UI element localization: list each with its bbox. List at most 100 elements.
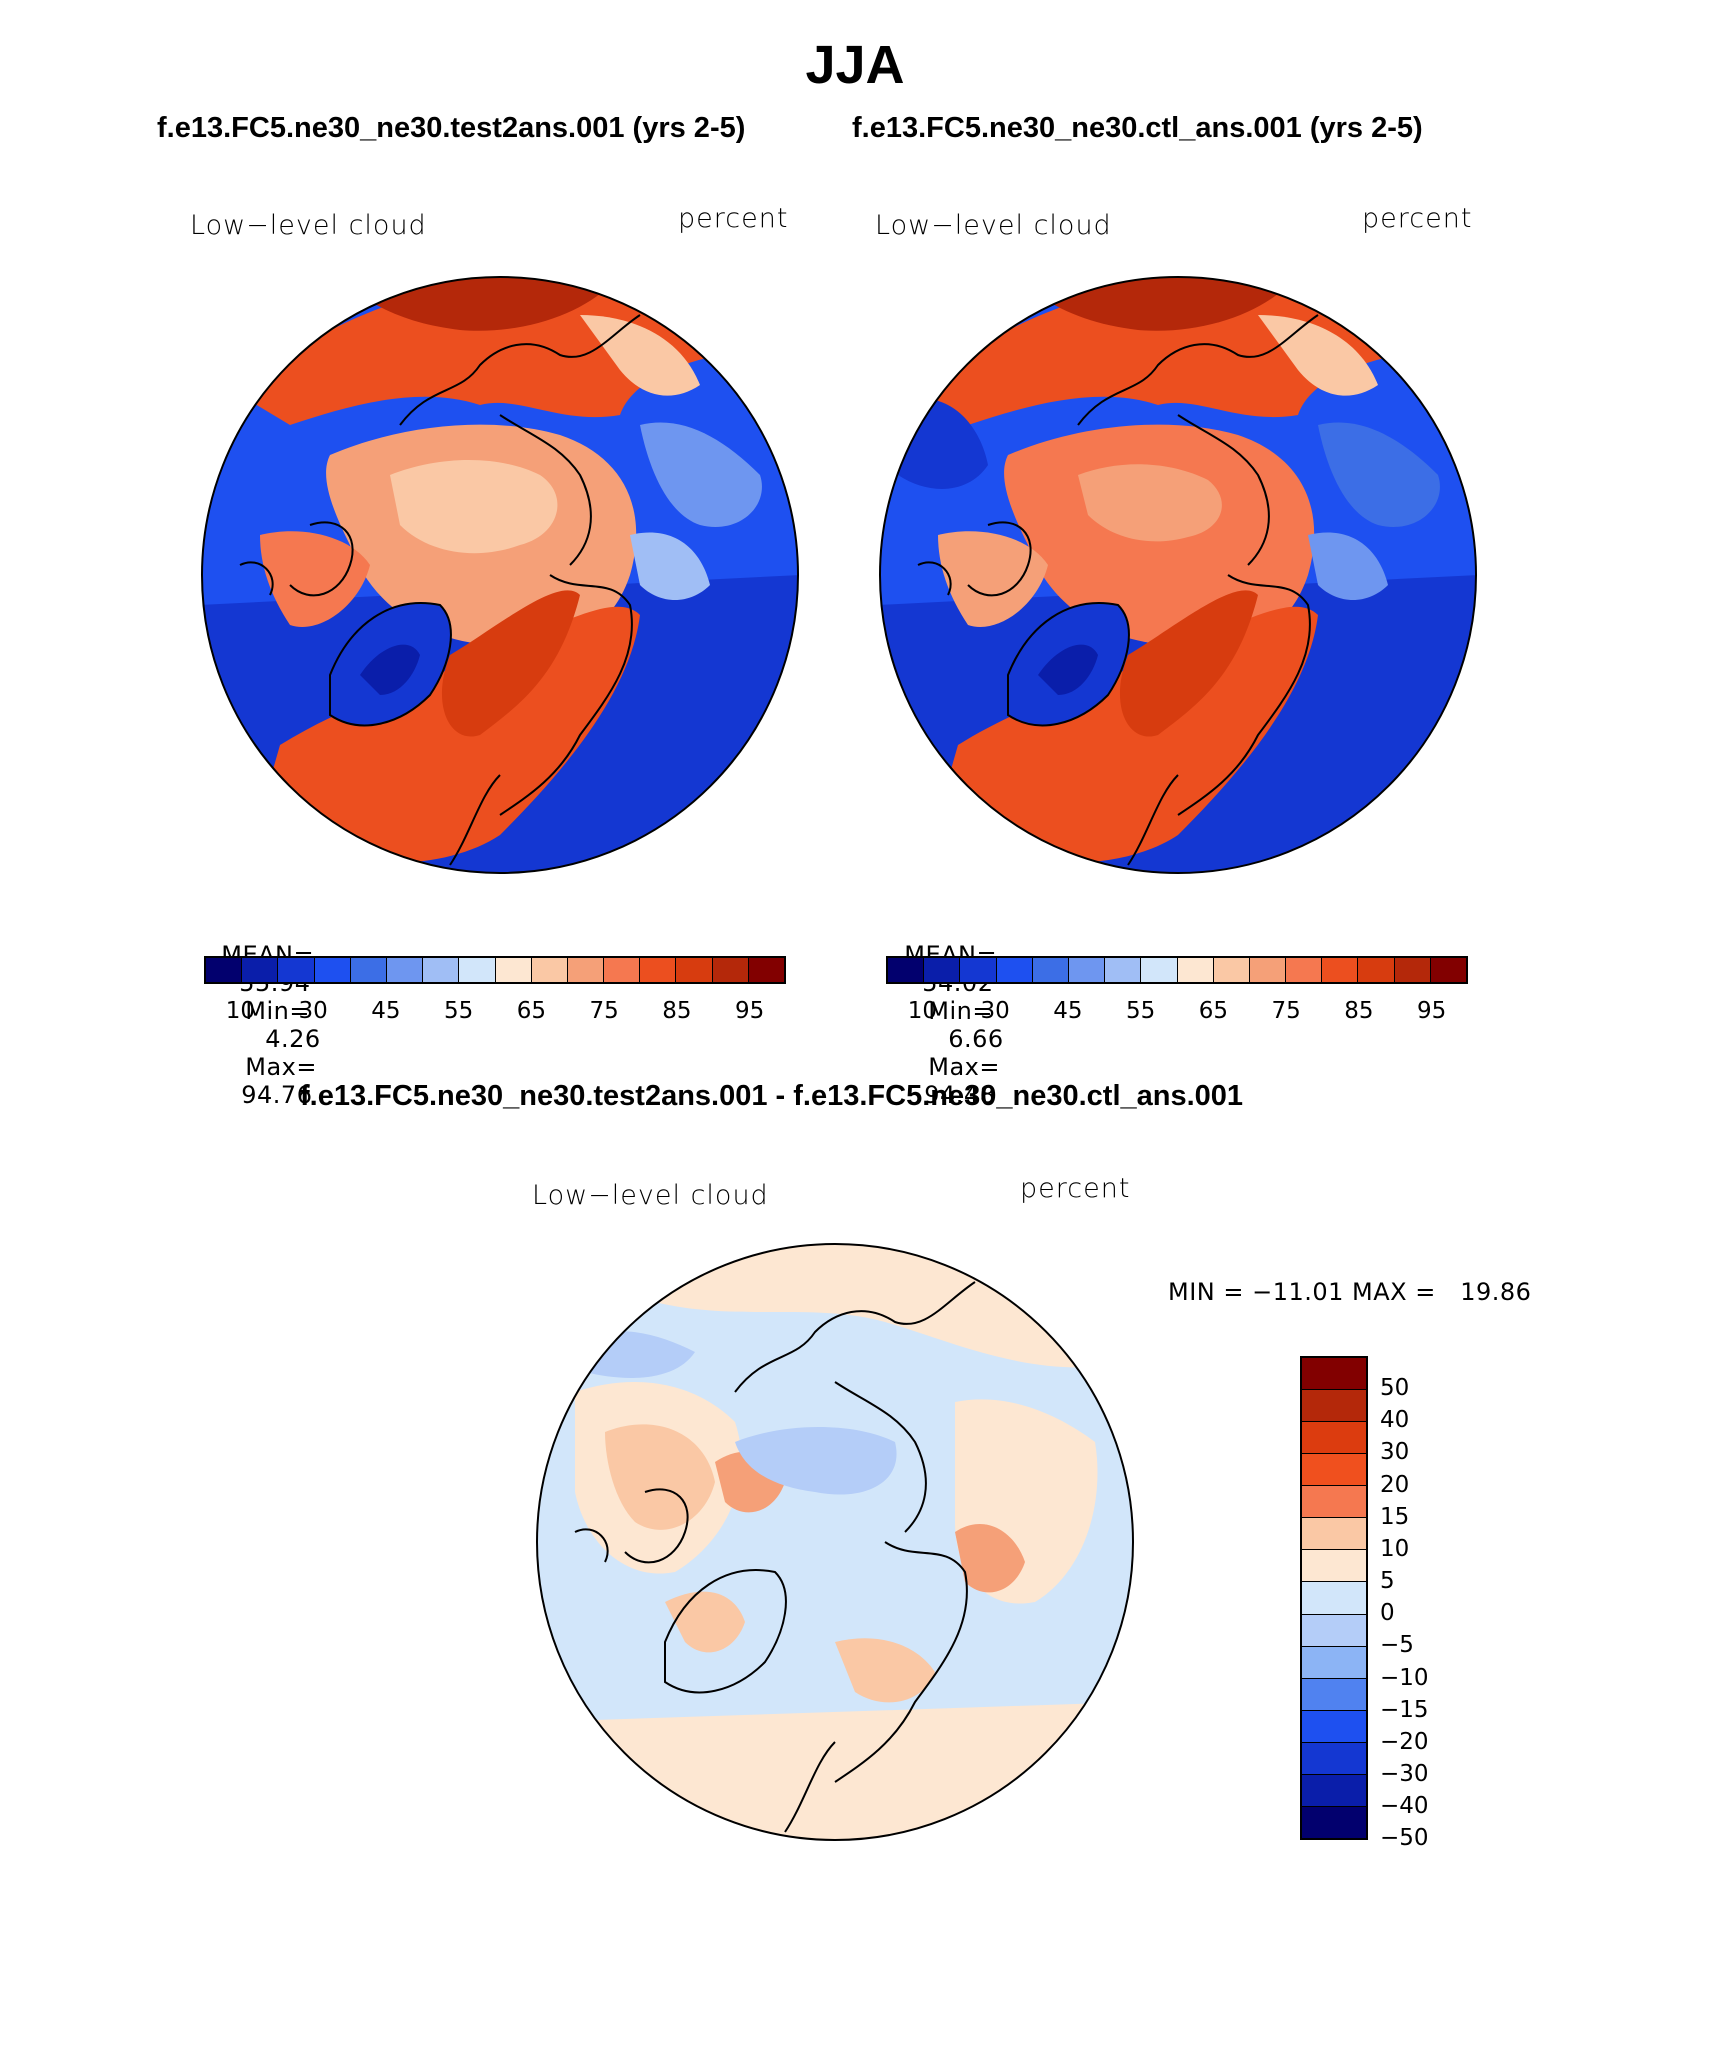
colorbar-tick-label: 95	[734, 998, 765, 1024]
colorbar-swatch	[1430, 958, 1466, 982]
colorbar-tick-label: 30	[298, 998, 328, 1024]
colorbar-swatch	[1302, 1678, 1366, 1711]
colorbar-swatch	[1302, 1614, 1366, 1647]
colorbar-swatch	[459, 958, 496, 982]
colorbar-tick-label: −40	[1380, 1793, 1429, 1820]
colorbar-swatch	[1302, 1646, 1366, 1679]
colorbar-tick-label: 0	[1380, 1600, 1395, 1627]
colorbar-tick-label: 40	[1380, 1407, 1410, 1434]
colorbar-tick-label: 10	[1380, 1535, 1410, 1562]
ctl-variable-label: Low−level cloud	[875, 210, 1112, 241]
colorbar-swatch	[604, 958, 641, 982]
colorbar-swatch	[960, 958, 997, 982]
ctl-units-label: percent	[1362, 203, 1473, 234]
ctl-min-value: 6.66	[948, 1025, 1004, 1053]
colorbar-swatch	[278, 958, 315, 982]
colorbar-swatch	[1286, 958, 1323, 982]
test-colorbar-ticks: 10 30 45 55 65 75 85 95	[204, 998, 786, 1028]
test-colorbar	[204, 956, 786, 984]
diff-units-label: percent	[1020, 1173, 1131, 1204]
test-case-title: f.e13.FC5.ne30_ne30.test2ans.001 (yrs 2-…	[157, 112, 746, 144]
colorbar-swatch	[1302, 1806, 1366, 1838]
colorbar-tick-label: 5	[1380, 1568, 1395, 1595]
diff-colorbar	[1300, 1356, 1368, 1840]
colorbar-tick-label: 65	[516, 998, 547, 1024]
colorbar-tick-label: −30	[1380, 1761, 1429, 1788]
figure-title: JJA	[805, 35, 905, 95]
colorbar-swatch	[1302, 1358, 1366, 1391]
colorbar-swatch	[314, 958, 351, 982]
colorbar-swatch	[1249, 958, 1287, 982]
colorbar-swatch	[748, 958, 784, 982]
colorbar-swatch	[495, 958, 532, 982]
test-units-label: percent	[678, 203, 789, 234]
colorbar-tick-label: −15	[1380, 1696, 1429, 1723]
colorbar-swatch	[1105, 958, 1142, 982]
diff-colorbar-ticks: 50 40 30 20 15 10 5 0 −5 −10 −15 −20 −30 −40 −50	[1380, 1356, 1460, 1851]
colorbar-swatch	[640, 958, 677, 982]
colorbar-swatch	[1302, 1550, 1366, 1583]
diff-title: f.e13.FC5.ne30_ne30.test2ans.001 - f.e13…	[300, 1080, 1244, 1112]
colorbar-swatch	[1302, 1422, 1366, 1455]
colorbar-swatch	[1302, 1774, 1366, 1807]
colorbar-tick-label: 20	[1380, 1471, 1410, 1498]
colorbar-swatch	[1213, 958, 1250, 982]
colorbar-swatch	[1302, 1742, 1366, 1775]
ctl-max-label: Max=	[928, 1053, 1000, 1081]
colorbar-swatch	[1322, 958, 1359, 982]
colorbar-tick-label: 95	[1416, 998, 1447, 1024]
colorbar-swatch	[531, 958, 568, 982]
diff-variable-label: Low−level cloud	[532, 1180, 769, 1211]
colorbar-swatch	[1302, 1582, 1366, 1615]
colorbar-swatch	[1302, 1486, 1366, 1519]
colorbar-swatch	[1068, 958, 1106, 982]
colorbar-swatch	[567, 958, 605, 982]
colorbar-swatch	[350, 958, 387, 982]
colorbar-swatch	[888, 958, 925, 982]
colorbar-tick-label: 30	[980, 998, 1010, 1024]
diff-polar-map	[536, 1243, 1134, 1841]
colorbar-swatch	[1394, 958, 1431, 982]
colorbar-swatch	[676, 958, 713, 982]
test-min-label: Min=	[245, 997, 310, 1025]
colorbar-tick-label: 75	[589, 998, 619, 1024]
test-polar-map	[201, 276, 799, 874]
colorbar-swatch	[712, 958, 749, 982]
colorbar-tick-label: 50	[1380, 1375, 1410, 1402]
colorbar-swatch	[924, 958, 961, 982]
test-variable-label: Low−level cloud	[190, 210, 427, 241]
colorbar-swatch	[1302, 1390, 1366, 1423]
colorbar-tick-label: 10	[225, 998, 256, 1024]
colorbar-tick-label: 10	[907, 998, 938, 1024]
colorbar-tick-label: 30	[1380, 1439, 1410, 1466]
colorbar-swatch	[1302, 1518, 1366, 1551]
colorbar-tick-label: 75	[1271, 998, 1301, 1024]
colorbar-tick-label: −10	[1380, 1664, 1429, 1691]
colorbar-swatch	[1032, 958, 1069, 982]
colorbar-swatch	[242, 958, 279, 982]
colorbar-tick-label: 85	[662, 998, 692, 1024]
colorbar-swatch	[1141, 958, 1178, 982]
colorbar-tick-label: 85	[1344, 998, 1374, 1024]
colorbar-swatch	[1177, 958, 1214, 982]
ctl-min-label: Min=	[928, 997, 993, 1025]
colorbar-tick-label: 55	[1125, 998, 1156, 1024]
colorbar-swatch	[206, 958, 243, 982]
colorbar-swatch	[996, 958, 1033, 982]
colorbar-tick-label: −20	[1380, 1728, 1429, 1755]
colorbar-tick-label: 45	[1053, 998, 1083, 1024]
ctl-colorbar	[886, 956, 1468, 984]
colorbar-swatch	[386, 958, 424, 982]
diff-minmax: MIN = −11.01 MAX = 19.86	[1168, 1278, 1532, 1306]
colorbar-swatch	[1302, 1710, 1366, 1743]
colorbar-tick-label: −5	[1380, 1632, 1414, 1659]
ctl-case-title: f.e13.FC5.ne30_ne30.ctl_ans.001 (yrs 2-5…	[852, 112, 1423, 144]
colorbar-swatch	[1302, 1454, 1366, 1487]
test-max-value: 94.76	[241, 1081, 313, 1109]
colorbar-tick-label: 15	[1380, 1503, 1410, 1530]
test-max-label: Max=	[245, 1053, 317, 1081]
colorbar-swatch	[1358, 958, 1395, 982]
ctl-polar-map	[879, 276, 1477, 874]
colorbar-swatch	[423, 958, 460, 982]
colorbar-tick-label: −50	[1380, 1825, 1429, 1852]
